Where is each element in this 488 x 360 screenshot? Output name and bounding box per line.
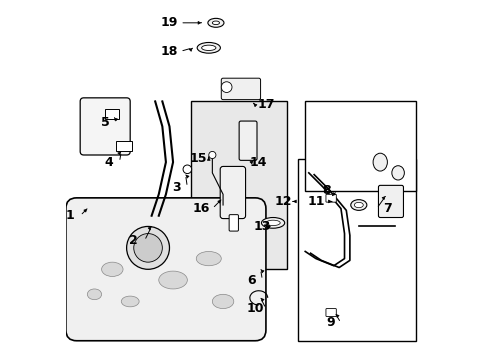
Text: 15: 15 xyxy=(189,152,206,165)
Ellipse shape xyxy=(212,21,219,24)
Text: 1: 1 xyxy=(65,209,74,222)
Ellipse shape xyxy=(261,217,284,228)
Text: 18: 18 xyxy=(161,45,178,58)
Ellipse shape xyxy=(196,251,221,266)
Text: 7: 7 xyxy=(382,202,391,215)
Ellipse shape xyxy=(354,202,363,208)
Circle shape xyxy=(126,226,169,269)
Ellipse shape xyxy=(121,296,139,307)
Text: 4: 4 xyxy=(104,156,113,168)
Text: 10: 10 xyxy=(246,302,264,315)
Bar xyxy=(305,102,415,191)
Ellipse shape xyxy=(391,166,404,180)
Bar xyxy=(116,141,132,152)
Text: 17: 17 xyxy=(257,99,274,112)
Ellipse shape xyxy=(201,45,216,50)
FancyBboxPatch shape xyxy=(378,185,403,217)
Ellipse shape xyxy=(350,200,366,210)
Ellipse shape xyxy=(265,220,280,226)
Bar xyxy=(105,109,119,119)
Ellipse shape xyxy=(148,239,169,249)
Text: 14: 14 xyxy=(249,156,267,168)
Text: 5: 5 xyxy=(101,116,109,129)
Bar xyxy=(298,158,415,341)
Text: 2: 2 xyxy=(129,234,138,247)
Ellipse shape xyxy=(87,289,102,300)
Circle shape xyxy=(183,165,191,174)
Text: 13: 13 xyxy=(253,220,270,233)
FancyBboxPatch shape xyxy=(229,215,238,231)
Text: 12: 12 xyxy=(274,195,292,208)
Ellipse shape xyxy=(372,153,386,171)
Ellipse shape xyxy=(212,294,233,309)
Bar xyxy=(190,102,287,269)
FancyBboxPatch shape xyxy=(221,78,260,100)
Circle shape xyxy=(208,152,216,158)
Ellipse shape xyxy=(159,271,187,289)
Text: 6: 6 xyxy=(247,274,255,287)
Text: 3: 3 xyxy=(172,181,181,194)
FancyBboxPatch shape xyxy=(80,98,130,155)
Text: 11: 11 xyxy=(306,195,324,208)
Text: 19: 19 xyxy=(161,16,178,29)
Ellipse shape xyxy=(207,18,224,27)
Circle shape xyxy=(134,234,162,262)
FancyBboxPatch shape xyxy=(325,309,336,316)
Circle shape xyxy=(221,82,231,93)
FancyBboxPatch shape xyxy=(325,194,336,202)
Text: 8: 8 xyxy=(322,184,330,197)
Ellipse shape xyxy=(197,42,220,53)
Text: 9: 9 xyxy=(325,316,334,329)
FancyBboxPatch shape xyxy=(66,198,265,341)
Ellipse shape xyxy=(102,262,123,276)
Text: 16: 16 xyxy=(193,202,210,215)
FancyBboxPatch shape xyxy=(220,166,245,219)
FancyBboxPatch shape xyxy=(239,121,257,160)
